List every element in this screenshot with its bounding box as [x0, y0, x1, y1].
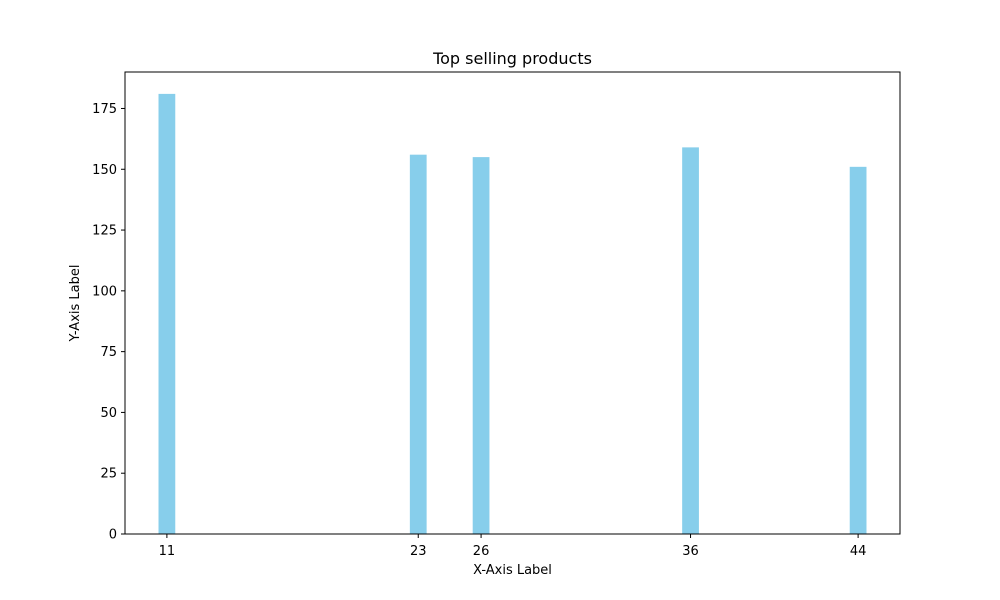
plot-area-frame	[124, 71, 901, 535]
bar-26	[472, 157, 490, 534]
bar-36	[682, 147, 699, 534]
y-axis-label: Y-Axis Label	[68, 265, 83, 343]
y-tick-label: 100	[92, 284, 117, 299]
y-tick-label: 175	[92, 102, 117, 117]
x-tick-label: 44	[850, 544, 867, 559]
chart-title: Top selling products	[432, 49, 592, 68]
y-tick-label: 25	[100, 467, 117, 482]
x-tick-label: 26	[473, 544, 490, 559]
x-axis-ticks: 11 23 26 36 44	[159, 534, 867, 559]
x-axis-label: X-Axis Label	[473, 563, 552, 578]
y-tick-label: 125	[92, 224, 117, 239]
x-tick-label: 11	[159, 544, 176, 559]
bars-group	[158, 93, 867, 534]
y-tick-label: 0	[109, 528, 117, 543]
bar-44	[849, 166, 867, 534]
bar-11	[158, 93, 176, 534]
x-tick-label: 23	[410, 544, 427, 559]
x-tick-label: 36	[682, 544, 699, 559]
bar-23	[409, 154, 427, 534]
y-tick-label: 50	[100, 406, 117, 421]
y-tick-label: 75	[100, 345, 117, 360]
y-tick-label: 150	[92, 163, 117, 178]
y-axis-ticks: 0 25 50 75 100 125 150 175	[92, 102, 125, 543]
